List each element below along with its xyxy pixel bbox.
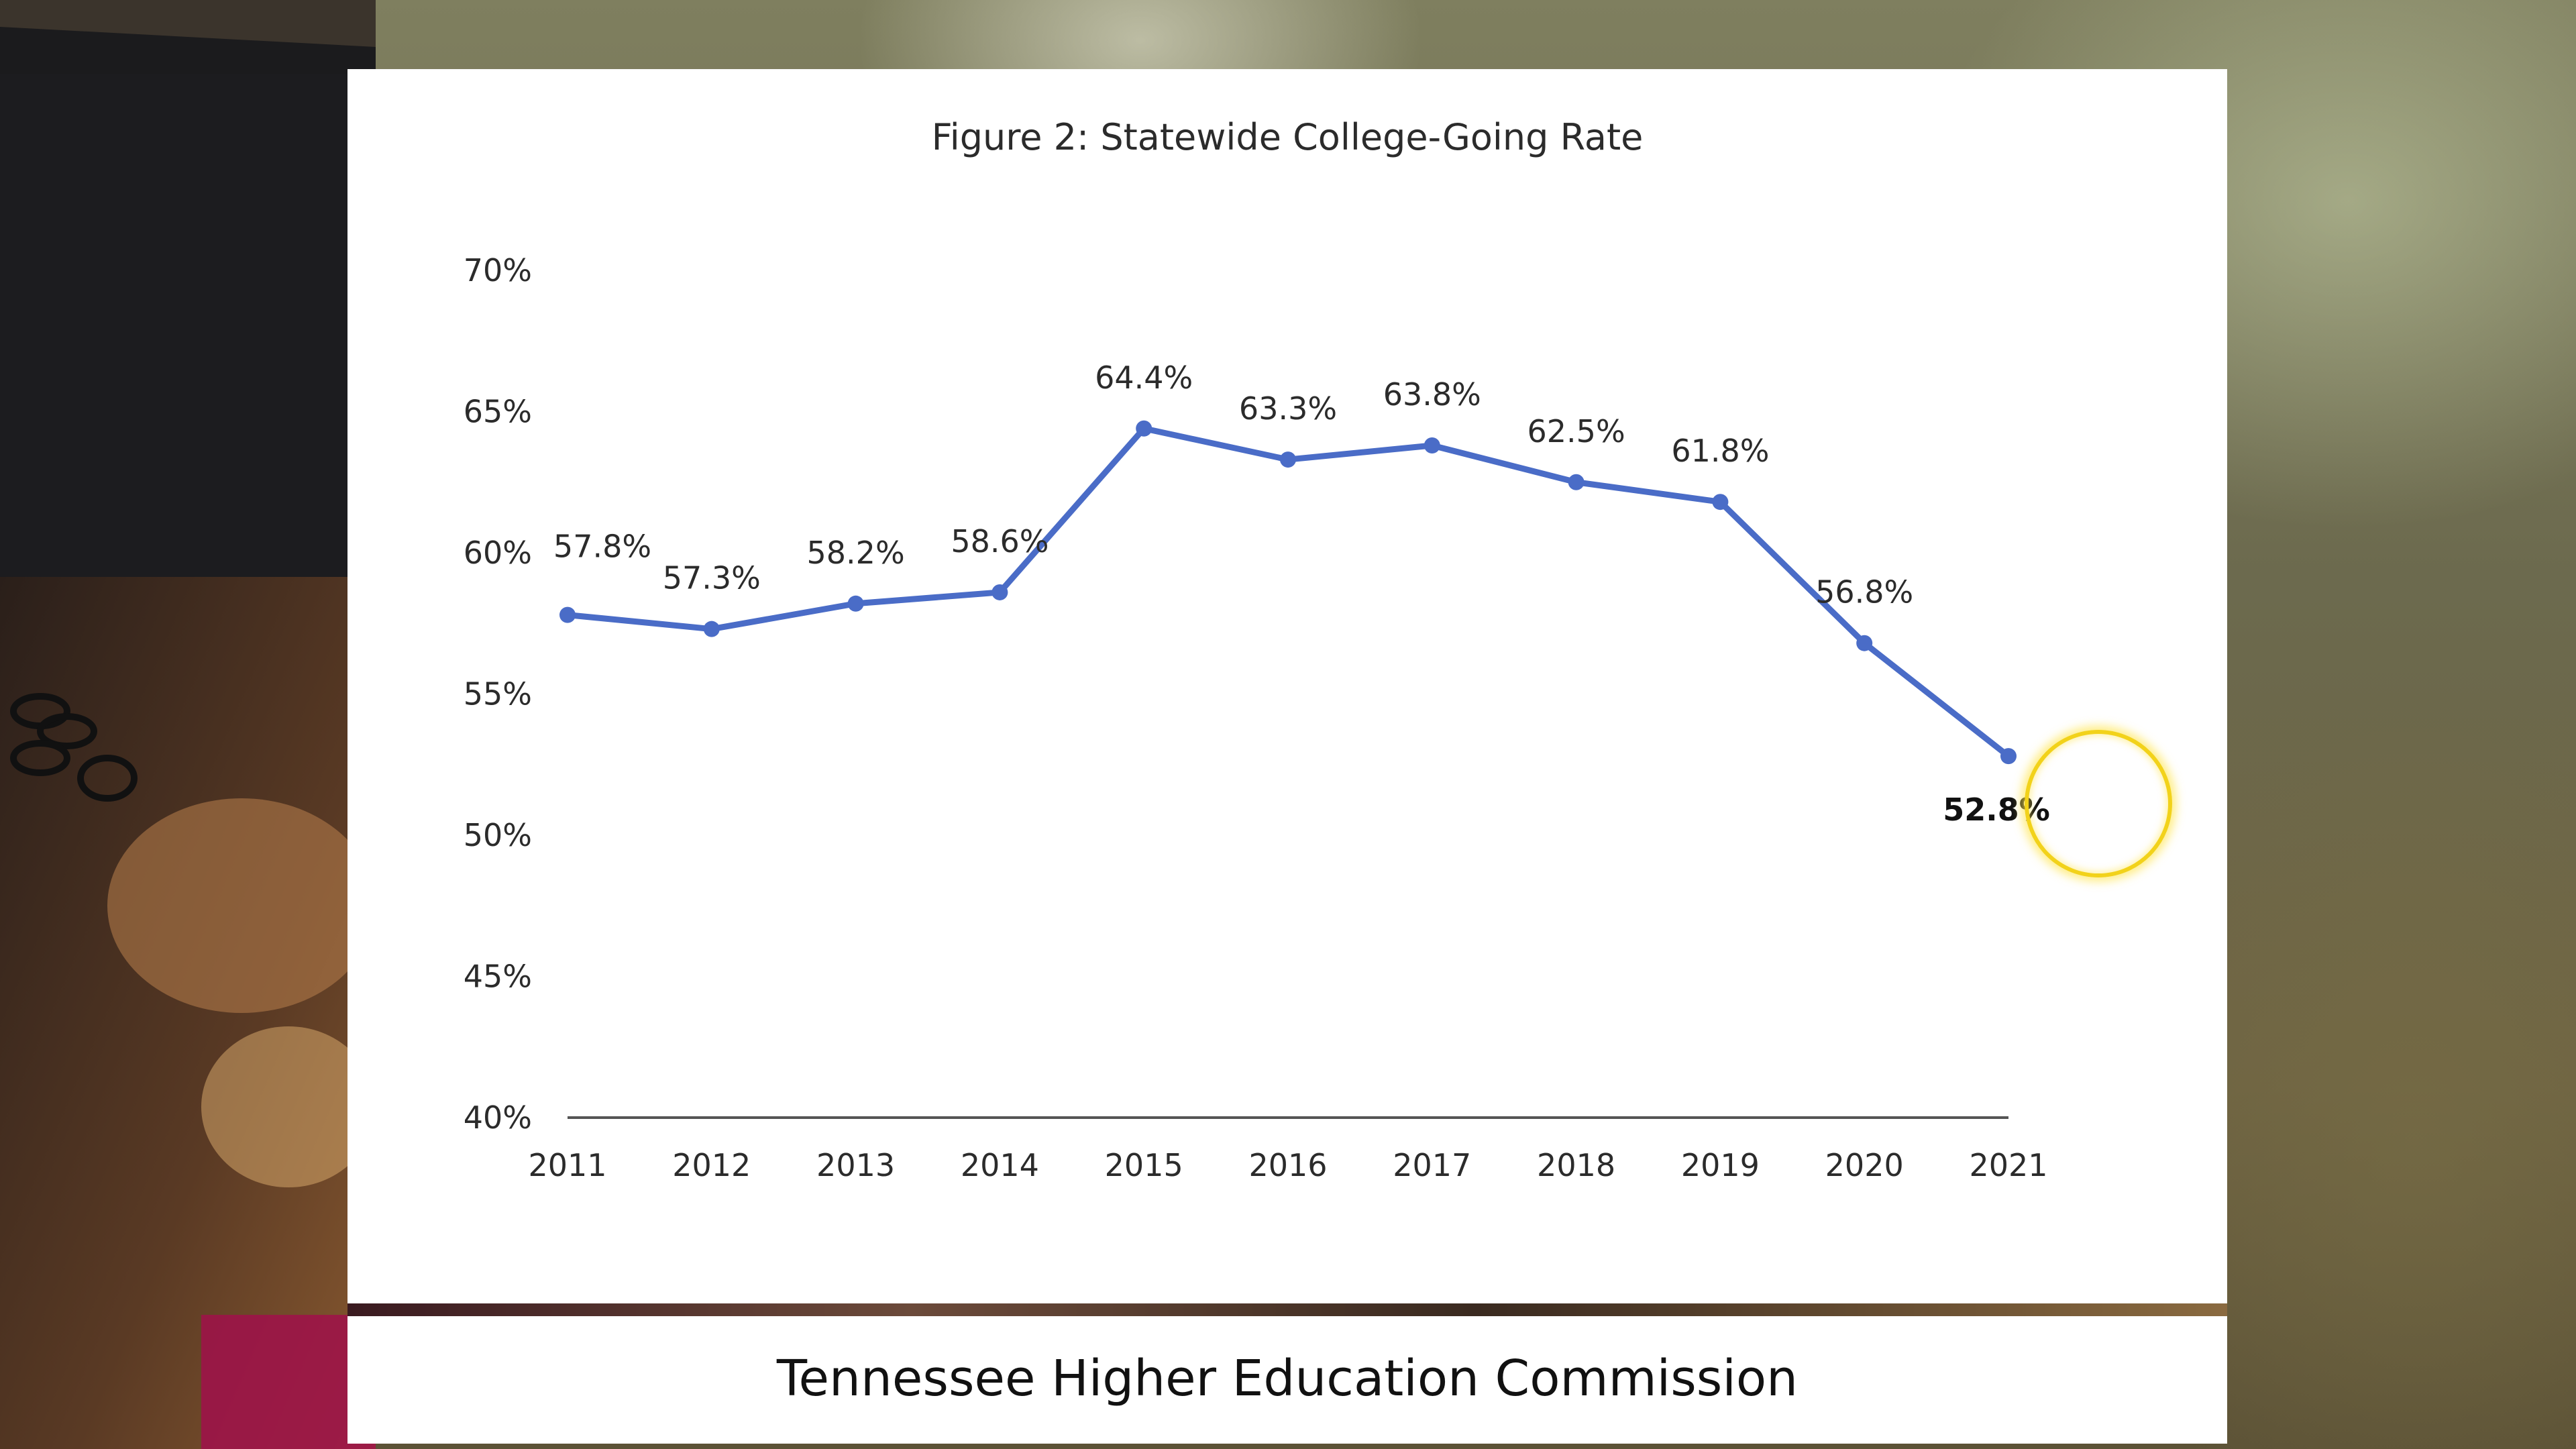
data-label: 62.5% xyxy=(1527,413,1625,449)
x-tick-label: 2014 xyxy=(961,1147,1039,1183)
data-points xyxy=(559,420,2017,765)
chart-card: Figure 2: Statewide College-Going Rate 4… xyxy=(347,69,2227,1303)
y-tick-label: 40% xyxy=(464,1099,532,1136)
photo-strip xyxy=(347,1303,2227,1316)
y-tick-label: 55% xyxy=(464,676,532,712)
data-label: 58.2% xyxy=(807,535,905,571)
data-label: 63.8% xyxy=(1383,376,1481,413)
x-tick-label: 2019 xyxy=(1681,1147,1760,1183)
tassel-icon xyxy=(10,693,138,802)
data-label: 64.4% xyxy=(1095,360,1193,396)
caption-bar: Tennessee Higher Education Commission xyxy=(347,1316,2227,1444)
data-point xyxy=(559,606,576,623)
data-labels: 57.8% 57.3% 58.2% 58.6% 64.4% 63.3% 63.8% 62.5%… xyxy=(553,360,2050,828)
y-tick-label: 50% xyxy=(464,817,532,853)
data-point xyxy=(1424,437,1440,454)
x-axis-ticks: 2011 2012 2013 2014 2015 2016 2017 2018 2019 2020… xyxy=(528,1147,2047,1183)
data-point xyxy=(991,584,1008,600)
data-label: 57.8% xyxy=(553,529,651,565)
cap-body xyxy=(0,74,356,584)
data-point xyxy=(1568,474,1585,490)
data-point xyxy=(703,621,720,637)
x-tick-label: 2012 xyxy=(672,1147,751,1183)
x-tick-label: 2016 xyxy=(1248,1147,1327,1183)
x-tick-label: 2017 xyxy=(1393,1147,1471,1183)
x-tick-label: 2018 xyxy=(1537,1147,1615,1183)
x-tick-label: 2011 xyxy=(528,1147,606,1183)
y-tick-label: 70% xyxy=(464,252,532,288)
x-tick-label: 2015 xyxy=(1105,1147,1183,1183)
data-label: 61.8% xyxy=(1671,433,1769,469)
x-tick-label: 2021 xyxy=(1969,1147,2047,1183)
data-label: 56.8% xyxy=(1815,574,1913,610)
data-point xyxy=(2000,748,2017,765)
y-tick-label: 60% xyxy=(464,535,532,571)
caption-text: Tennessee Higher Education Commission xyxy=(776,1350,1799,1407)
x-tick-label: 2013 xyxy=(816,1147,895,1183)
y-axis-ticks: 40% 45% 50% 55% 60% 65% 70% xyxy=(464,252,532,1136)
data-label: 57.3% xyxy=(663,560,761,596)
data-label: 63.3% xyxy=(1239,390,1337,427)
graduate-photo-background xyxy=(0,0,376,1449)
data-point xyxy=(1856,635,1873,651)
y-tick-label: 65% xyxy=(464,394,532,430)
data-point xyxy=(1712,494,1729,511)
y-tick-label: 45% xyxy=(464,959,532,995)
series-line xyxy=(564,425,2012,759)
data-label: 58.6% xyxy=(951,523,1049,559)
data-point xyxy=(847,595,864,612)
line-chart: 40%45%50%55%60%65%70% 2011 2012 2013 2014 20… xyxy=(464,252,2050,1183)
chart-title: Figure 2: Statewide College-Going Rate xyxy=(931,116,1644,158)
data-point xyxy=(1136,420,1152,437)
data-point xyxy=(1280,451,1296,468)
cursor-highlight-ring xyxy=(2025,730,2172,877)
x-tick-label: 2020 xyxy=(1825,1147,1904,1183)
